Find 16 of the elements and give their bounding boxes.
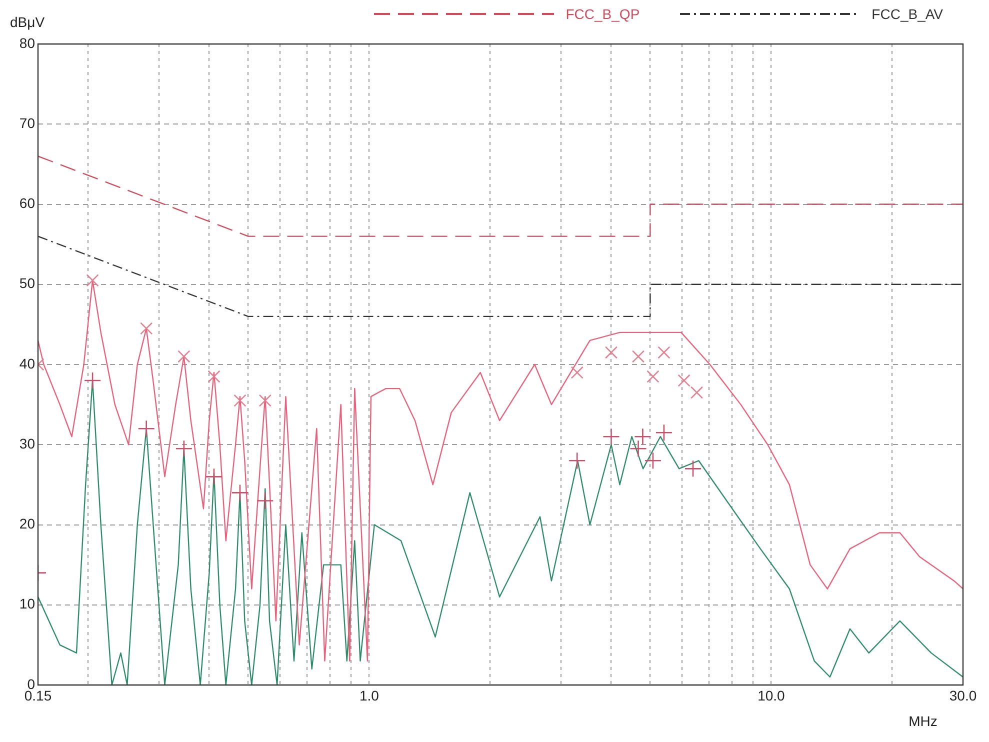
y-tick-label: 30 bbox=[19, 435, 36, 452]
y-tick-label: 70 bbox=[19, 114, 36, 131]
y-tick-label: 60 bbox=[19, 195, 36, 212]
x-tick-label: 30.0 bbox=[949, 687, 977, 704]
y-tick-label: 10 bbox=[19, 596, 36, 612]
x-axis-title: MHz bbox=[908, 712, 938, 729]
y-tick-label: 20 bbox=[19, 516, 36, 532]
y-tick-label: 80 bbox=[19, 34, 36, 51]
y-tick-label: 40 bbox=[19, 355, 36, 372]
x-tick-label: 10.0 bbox=[758, 687, 786, 704]
y-tick-label: 50 bbox=[19, 275, 36, 292]
text: FCC_B_QP bbox=[566, 6, 640, 22]
x-tick-label: 1.0 bbox=[359, 687, 380, 704]
text: FCC_B_AV bbox=[872, 6, 943, 22]
y-axis-title: dBμV bbox=[10, 14, 46, 30]
y-tick-label: 0 bbox=[27, 676, 36, 692]
